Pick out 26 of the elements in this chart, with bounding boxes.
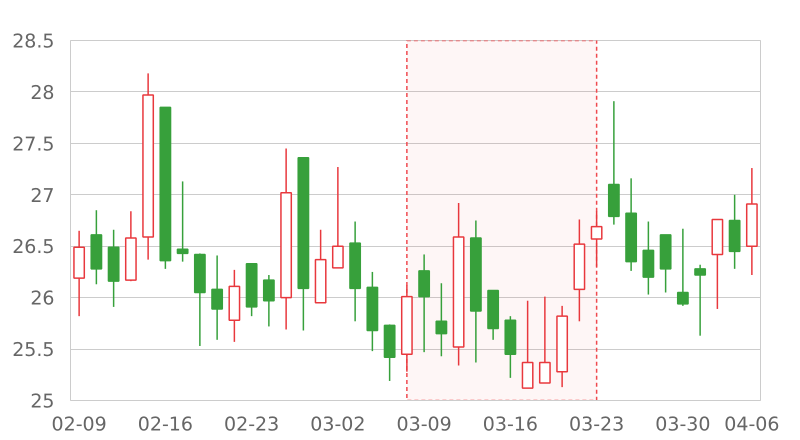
y-tick-label: 27 (30, 184, 55, 207)
y-tick-label: 25 (30, 390, 55, 412)
x-tick-label: 04-06 (724, 414, 780, 436)
candlestick (590, 210, 603, 268)
x-tick-label: 03-30 (655, 414, 710, 436)
y-tick-label: 26.5 (12, 236, 55, 258)
x-tick-label: 03-09 (396, 414, 452, 436)
y-tick-label: 26 (30, 288, 55, 310)
y-tick-label: 28.5 (12, 30, 55, 52)
y-tick-label: 27.5 (12, 133, 55, 156)
x-tick-label: 02-16 (138, 414, 193, 436)
x-tick-label: 02-23 (224, 414, 280, 436)
candlestick (262, 274, 275, 328)
x-tick-label: 03-02 (310, 414, 366, 436)
candlestick (694, 264, 706, 336)
x-tick-label: 03-23 (569, 414, 624, 436)
candlestick (435, 282, 448, 358)
candlestick (676, 228, 689, 307)
candlestick (538, 296, 551, 384)
candlestick (176, 180, 189, 262)
x-tick-label: 02-09 (52, 414, 107, 436)
candlestick (332, 166, 344, 269)
candlestick (211, 254, 224, 341)
x-tick-label: 03-16 (482, 414, 538, 436)
y-tick-label: 28 (30, 82, 55, 104)
y-tick-label: 25.5 (12, 339, 55, 362)
